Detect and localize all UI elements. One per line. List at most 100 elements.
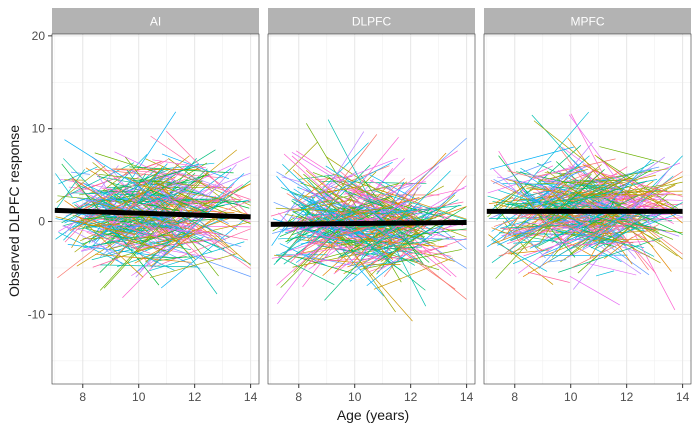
trajectory-line — [72, 196, 90, 204]
trajectory-line — [588, 245, 622, 263]
trajectory-line — [506, 207, 613, 245]
trajectory-line — [55, 173, 73, 198]
trajectory-line — [377, 206, 467, 262]
trajectory-line — [502, 227, 525, 230]
trajectory-line — [341, 195, 393, 212]
trajectory-line — [588, 222, 633, 232]
trajectory-line — [578, 211, 664, 242]
x-axis-label: Age (years) — [337, 407, 409, 423]
trajectory-line — [61, 186, 117, 220]
trajectory-line — [591, 171, 683, 232]
trajectory-line — [297, 233, 354, 243]
trajectory-line — [135, 173, 245, 273]
trajectory-line — [369, 194, 456, 277]
trajectory-line — [116, 169, 161, 215]
trajectory-line — [167, 180, 204, 195]
y-tick-label: 10 — [32, 122, 46, 136]
trajectory-line — [283, 153, 338, 203]
trajectory-line — [532, 141, 594, 215]
trajectory-line — [591, 170, 683, 197]
trajectory-line — [366, 222, 447, 286]
panel-border — [483, 33, 692, 385]
trajectory-line — [492, 160, 552, 184]
trajectory-line — [151, 240, 251, 277]
trajectory-line — [510, 229, 537, 242]
trajectory-line — [322, 229, 370, 258]
trajectory-line — [98, 173, 194, 186]
trajectory-line — [520, 170, 624, 238]
trajectory-line — [83, 232, 154, 249]
trajectory-line — [383, 238, 442, 248]
panel-mpfc: MPFC 8 10 12 14 — [483, 8, 692, 404]
trajectory-line — [58, 166, 98, 185]
trajectory-line — [535, 165, 554, 174]
trajectory-line — [116, 198, 179, 211]
trajectory-line — [583, 217, 683, 223]
trajectory-line — [140, 240, 201, 269]
trajectory-line — [513, 239, 555, 244]
trajectory-line — [385, 223, 452, 277]
trajectory-line — [515, 182, 568, 229]
trajectory-line — [99, 264, 198, 268]
trajectory-line — [528, 173, 562, 184]
trajectory-line — [544, 165, 591, 182]
group-trend-line — [54, 207, 251, 220]
panel-border — [267, 33, 476, 385]
y-tick-label: 0 — [38, 215, 45, 229]
trajectory-line — [345, 192, 385, 220]
trajectory-line — [590, 215, 650, 249]
trajectory-line — [137, 256, 193, 259]
trajectory-line — [350, 183, 418, 222]
trajectory-line — [97, 175, 135, 184]
trajectory-line — [523, 231, 598, 257]
facet-strip-label: DLPFC — [352, 15, 392, 29]
trajectory-line — [281, 176, 305, 184]
x-tick-label: 8 — [511, 390, 518, 404]
trajectory-line — [379, 236, 467, 240]
trajectory-line — [297, 177, 331, 203]
trajectory-line — [502, 183, 611, 187]
trajectory-line — [363, 218, 458, 257]
trajectory-line — [496, 176, 566, 191]
trajectory-line — [359, 249, 462, 270]
trajectory-line — [136, 216, 228, 255]
trajectory-line — [558, 236, 663, 273]
x-tick-label: 10 — [132, 390, 146, 404]
trajectory-line — [297, 204, 343, 257]
trajectory-line — [296, 233, 339, 251]
trajectory-line — [544, 185, 574, 212]
trajectory-line — [169, 168, 224, 189]
gridlines — [484, 34, 691, 384]
trajectory-line — [379, 205, 462, 215]
trajectory-line — [152, 159, 206, 169]
trajectory-line — [539, 211, 612, 228]
trajectory-line — [553, 169, 605, 216]
trajectory-line — [492, 240, 548, 272]
trajectory-line — [376, 207, 431, 275]
trajectory-line — [385, 185, 467, 235]
trajectory-line — [286, 193, 364, 239]
trajectory-line — [305, 170, 401, 251]
x-tick-label: 14 — [676, 390, 690, 404]
trajectory-line — [333, 207, 422, 275]
trajectory-line — [489, 146, 575, 170]
trajectory-line — [527, 271, 570, 283]
x-tick-label: 12 — [188, 390, 202, 404]
trajectory-line — [55, 216, 136, 236]
y-axis-label: Observed DLPFC response — [6, 125, 22, 297]
trajectory-line — [310, 195, 338, 236]
trajectory-line — [314, 176, 353, 181]
trajectory-line — [81, 243, 113, 252]
trajectory-line — [300, 131, 365, 231]
trajectory-line — [121, 173, 147, 210]
trajectory-line — [292, 169, 394, 261]
trajectory-line — [581, 229, 614, 238]
trajectory-line — [566, 240, 655, 246]
trajectory-line — [573, 224, 612, 248]
trajectory-line — [99, 202, 138, 232]
trajectory-line — [153, 208, 235, 213]
trajectory-line — [313, 197, 420, 227]
trajectory-line — [554, 187, 593, 189]
trajectory-line — [94, 190, 126, 208]
